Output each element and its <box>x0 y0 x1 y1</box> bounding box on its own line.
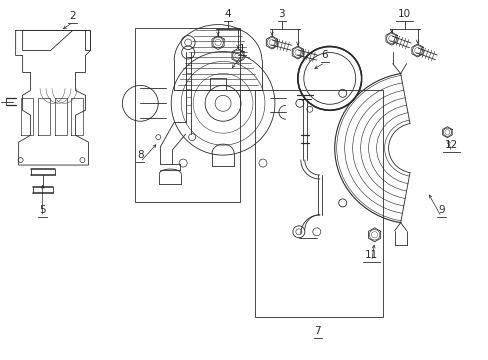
Text: 12: 12 <box>444 140 457 150</box>
Text: 10: 10 <box>397 9 410 19</box>
Bar <box>210 78 225 90</box>
Text: 5: 5 <box>39 205 46 215</box>
Text: 3: 3 <box>278 9 285 19</box>
Text: 9: 9 <box>437 205 444 215</box>
Text: 4: 4 <box>224 9 231 19</box>
Text: 7: 7 <box>314 327 321 336</box>
Bar <box>254 90 382 318</box>
Text: 6: 6 <box>321 50 327 60</box>
Bar <box>135 28 240 202</box>
Text: 8: 8 <box>137 150 143 160</box>
Text: 11: 11 <box>364 250 378 260</box>
Text: 2: 2 <box>69 11 76 21</box>
Text: 1: 1 <box>238 44 245 54</box>
